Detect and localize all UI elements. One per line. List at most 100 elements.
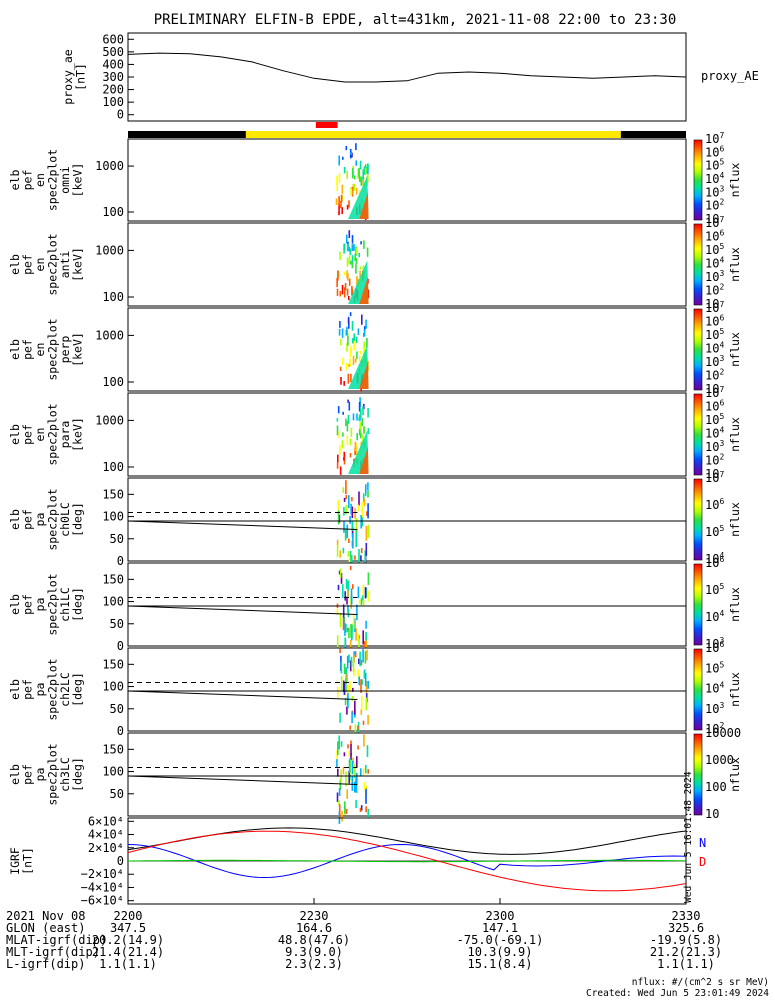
spectrogram-pixel <box>337 687 339 698</box>
spectrogram-pixel <box>345 578 348 589</box>
spectrogram-pixel <box>346 789 348 799</box>
spectrogram-pixel <box>354 358 357 363</box>
spectrogram-panel-para: 1000 100 <box>95 392 687 477</box>
ephemeris-value: 21.2(21.3) <box>650 945 722 959</box>
spectrogram-pixel <box>365 620 367 629</box>
spectrogram-pixel <box>361 314 363 325</box>
y-tick-label: 150 <box>102 572 124 586</box>
spectrogram-pixel <box>342 487 344 493</box>
spectrogram-pixel <box>365 764 367 774</box>
spectrogram-pixel <box>359 266 362 270</box>
spectrogram-pixel <box>352 533 354 549</box>
units-note: nflux: #/(cm^2 s sr MeV) <box>632 977 769 988</box>
colorbar-tick-label: 107 <box>705 470 724 485</box>
y-axis-label-line: ch1LC <box>58 587 72 622</box>
colorbar-gradient-bar <box>693 648 703 731</box>
igrf-ylabel: IGRF[nT] <box>8 847 35 875</box>
spectrogram-pixel <box>342 411 344 415</box>
spectrogram-pixel <box>360 660 363 666</box>
spectrogram-pixel <box>355 532 357 548</box>
spectrogram-pixel <box>341 284 344 295</box>
spectrogram-pixel <box>365 631 367 641</box>
spectrogram-pixel <box>346 674 348 682</box>
spectrogram-pixel <box>365 806 367 813</box>
y-tick-label: 1000 <box>95 243 124 257</box>
spectrogram-pixel <box>347 609 350 618</box>
spectrogram-pixel <box>360 179 363 186</box>
spectrogram-pixel <box>362 599 365 606</box>
y-axis-label-line: pef <box>20 339 34 360</box>
spectrogram-pixel <box>356 534 358 546</box>
y-tick-label: 1000 <box>95 159 124 173</box>
spectrogram-pixel <box>351 168 354 179</box>
y-axis-label-line: spec2plot <box>45 318 59 380</box>
y-tick-label: 150 <box>102 657 124 671</box>
y-axis-label-line: pef <box>20 594 34 615</box>
science-zone-marker <box>315 122 338 128</box>
loss-cone-line <box>127 690 358 700</box>
spectrogram-pixel <box>352 757 354 764</box>
spectrogram-pixel <box>357 328 360 336</box>
spectrogram-pixel <box>354 651 357 658</box>
spectrogram-pixel <box>336 418 339 422</box>
x-tick-label: 2230 <box>300 909 329 923</box>
spectrogram-pixel <box>360 548 363 554</box>
y-axis-label-line: pef <box>20 424 34 445</box>
spectrogram-pixel <box>348 749 351 757</box>
spectrogram-pixel <box>354 507 356 519</box>
spectrogram-pixel <box>348 296 350 301</box>
spectrogram-pixel <box>355 257 358 265</box>
colorbar-label: nflux <box>728 672 742 707</box>
spectrogram-pixel <box>356 276 358 286</box>
spectrogram-pixel <box>345 480 347 494</box>
spectrogram-pixel <box>347 318 350 325</box>
panel-frame <box>127 477 687 562</box>
colorbar-label: nflux <box>728 247 742 282</box>
spectrogram-pixel <box>339 568 342 578</box>
spectrogram-pixel <box>358 491 360 506</box>
spectrogram-pixel <box>336 544 339 557</box>
colorbar-tick-label: 103 <box>705 701 724 716</box>
spectrogram-pixel <box>354 253 357 261</box>
spectrogram-pixel <box>350 744 352 756</box>
spectrogram-pixel <box>351 555 353 564</box>
spectrogram-pixel <box>356 351 358 360</box>
spectrogram-pixel <box>366 247 369 257</box>
y-tick-label: 1000 <box>95 413 124 427</box>
proxy-ae-frame <box>127 32 687 122</box>
spectrogram-pixel <box>356 413 358 421</box>
ephemeris-row-label: MLAT-igrf(dip) <box>6 933 107 947</box>
spectrogram-pixel <box>367 503 369 519</box>
spectrogram-pixel <box>365 484 367 493</box>
spectrogram-pixel <box>347 580 349 597</box>
spectrogram-pixel <box>353 333 355 341</box>
igrf-legend-n: N <box>699 836 706 850</box>
spectrogram-pixel <box>363 240 365 249</box>
y-axis-label-line: [keV] <box>70 247 84 282</box>
colorbar-tick-label: 104 <box>705 681 724 696</box>
colorbar-tick-label: 10000 <box>705 726 741 740</box>
spectrogram-pixel <box>359 178 361 182</box>
spectrogram-pixel <box>347 685 349 693</box>
spectrogram-pixel <box>348 627 350 639</box>
spectrogram-pixel <box>367 163 369 170</box>
spectrogram-pixel <box>358 252 360 258</box>
spectrogram-pixel <box>362 767 365 776</box>
y-tick-label: 500 <box>102 45 124 59</box>
spectrogram-pixel <box>365 641 367 652</box>
spectrogram-pixel <box>363 329 366 337</box>
spectrogram-pixel <box>351 506 354 518</box>
spectrogram-pixel <box>358 417 360 422</box>
spectrogram-pixel <box>353 340 356 351</box>
plot-title: PRELIMINARY ELFIN-B EPDE, alt=431km, 202… <box>154 12 677 28</box>
colorbar-label: nflux <box>728 502 742 537</box>
spectrogram-pixel <box>350 588 353 600</box>
spectrogram-pixel <box>354 441 357 452</box>
y-axis-label-line: ch2LC <box>58 672 72 707</box>
spectrogram-pixel <box>338 431 340 439</box>
